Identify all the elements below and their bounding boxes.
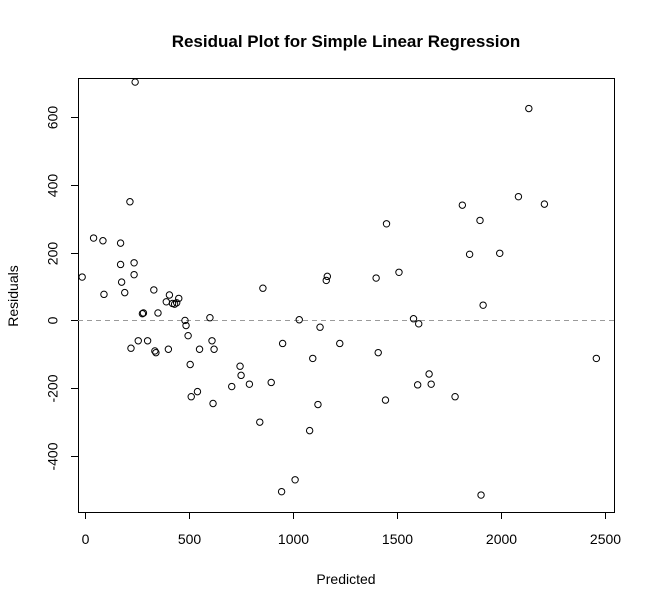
x-tick-label: 0 — [82, 531, 90, 547]
y-tick-label: 200 — [45, 242, 61, 266]
data-point — [151, 347, 159, 355]
data-point — [162, 298, 170, 306]
data-point — [116, 239, 125, 247]
data-points — [78, 78, 601, 499]
data-point — [372, 274, 380, 282]
data-point — [295, 316, 303, 324]
data-point — [184, 331, 192, 340]
y-axis-label: Residuals — [5, 265, 21, 326]
data-point — [228, 382, 236, 391]
data-point — [415, 320, 423, 328]
y-tick-label: 400 — [45, 174, 61, 198]
chart-title: Residual Plot for Simple Linear Regressi… — [172, 32, 521, 51]
data-point — [154, 309, 162, 317]
data-point — [259, 284, 267, 292]
y-tick-label: -200 — [45, 374, 61, 402]
data-point — [458, 201, 467, 209]
data-point — [134, 337, 142, 345]
data-point — [291, 476, 299, 484]
data-point — [413, 381, 422, 389]
data-point — [138, 309, 147, 318]
data-point — [374, 348, 382, 357]
data-point — [143, 337, 152, 345]
x-tick-label: 1000 — [278, 531, 309, 547]
data-point — [152, 348, 160, 357]
data-point — [181, 316, 189, 325]
data-point — [236, 362, 244, 370]
data-point — [206, 314, 214, 322]
data-point — [395, 268, 403, 276]
data-point — [186, 360, 194, 369]
data-point — [139, 309, 148, 317]
data-point — [126, 198, 134, 206]
data-point — [316, 323, 324, 331]
data-point — [540, 200, 549, 208]
x-tick-label: 500 — [178, 531, 202, 547]
data-point — [496, 249, 504, 257]
x-axis: 0 500 1000 1500 2000 2500 — [82, 512, 621, 547]
data-point — [127, 344, 135, 352]
data-point — [172, 299, 181, 307]
data-point — [182, 321, 190, 330]
x-tick-label: 2500 — [590, 531, 621, 547]
data-point — [267, 378, 275, 387]
data-point — [193, 387, 202, 396]
data-point — [210, 345, 218, 353]
data-point — [100, 290, 108, 299]
data-point — [130, 259, 138, 267]
data-point — [309, 354, 317, 363]
data-point — [514, 192, 523, 201]
data-point — [525, 104, 533, 113]
y-tick-label: 600 — [45, 106, 61, 130]
data-point — [89, 234, 98, 242]
data-point — [170, 300, 179, 308]
y-tick-label: 0 — [45, 316, 61, 324]
data-point — [409, 315, 418, 323]
data-point — [175, 294, 183, 303]
data-point — [314, 400, 322, 409]
x-axis-label: Predicted — [316, 571, 375, 587]
data-point — [208, 337, 216, 345]
y-tick-label: -400 — [45, 442, 61, 470]
data-point — [99, 237, 107, 245]
data-point — [427, 380, 435, 388]
data-point — [477, 491, 485, 499]
data-point — [451, 393, 459, 401]
y-axis: -400 -200 0 200 400 600 — [45, 106, 78, 471]
data-point — [256, 418, 264, 426]
x-tick-label: 1500 — [382, 531, 413, 547]
data-point — [121, 288, 129, 297]
data-point — [305, 426, 314, 435]
data-point — [164, 345, 173, 353]
data-point — [323, 272, 332, 281]
data-point — [195, 345, 204, 353]
data-point — [592, 354, 601, 363]
data-point — [78, 273, 86, 281]
data-point — [425, 370, 433, 378]
data-point — [336, 339, 344, 348]
data-point — [278, 339, 287, 348]
data-point — [150, 286, 158, 294]
data-point — [277, 487, 286, 496]
data-point — [382, 220, 391, 228]
data-point — [479, 301, 487, 309]
data-point — [117, 278, 126, 286]
data-point — [322, 276, 330, 285]
data-point — [130, 270, 138, 279]
plot-area-frame — [78, 78, 615, 513]
data-point — [465, 250, 474, 259]
data-point — [131, 78, 139, 86]
data-point — [187, 393, 195, 401]
data-point — [116, 260, 125, 269]
data-point — [209, 399, 217, 408]
x-tick-label: 2000 — [486, 531, 517, 547]
data-point — [237, 371, 245, 380]
data-point — [165, 291, 174, 299]
data-point — [245, 380, 254, 388]
data-point — [381, 396, 390, 404]
data-point — [476, 216, 484, 225]
